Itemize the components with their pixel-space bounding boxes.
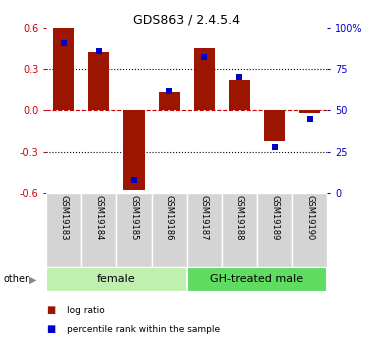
Bar	[89, 52, 109, 110]
Bar	[222, 193, 257, 267]
Text: ■: ■	[46, 306, 55, 315]
Text: GSM19187: GSM19187	[200, 195, 209, 241]
Text: GSM19190: GSM19190	[305, 195, 314, 241]
Bar	[152, 193, 187, 267]
Text: ■: ■	[46, 325, 55, 334]
Text: percentile rank within the sample: percentile rank within the sample	[67, 325, 221, 334]
Bar	[116, 193, 152, 267]
Text: GH-treated male: GH-treated male	[211, 275, 303, 284]
Text: GSM19186: GSM19186	[165, 195, 174, 241]
Bar	[229, 80, 250, 110]
Text: GSM19185: GSM19185	[129, 195, 139, 241]
Text: GSM19188: GSM19188	[235, 195, 244, 241]
Bar	[124, 110, 145, 190]
Bar	[257, 193, 292, 267]
Title: GDS863 / 2.4.5.4: GDS863 / 2.4.5.4	[133, 13, 240, 27]
Bar	[46, 267, 187, 292]
Bar	[194, 48, 215, 110]
Text: GSM19183: GSM19183	[59, 195, 68, 241]
Bar	[264, 110, 285, 141]
Text: other: other	[4, 275, 30, 284]
Bar	[81, 193, 116, 267]
Text: female: female	[97, 275, 136, 284]
Text: GSM19189: GSM19189	[270, 195, 279, 241]
Bar	[53, 28, 74, 110]
Bar	[159, 92, 180, 110]
Bar	[187, 267, 327, 292]
Bar	[187, 193, 222, 267]
Bar	[299, 110, 320, 113]
Text: log ratio: log ratio	[67, 306, 105, 315]
Text: GSM19184: GSM19184	[94, 195, 104, 241]
Text: ▶: ▶	[29, 275, 37, 284]
Bar	[292, 193, 327, 267]
Bar	[46, 193, 81, 267]
